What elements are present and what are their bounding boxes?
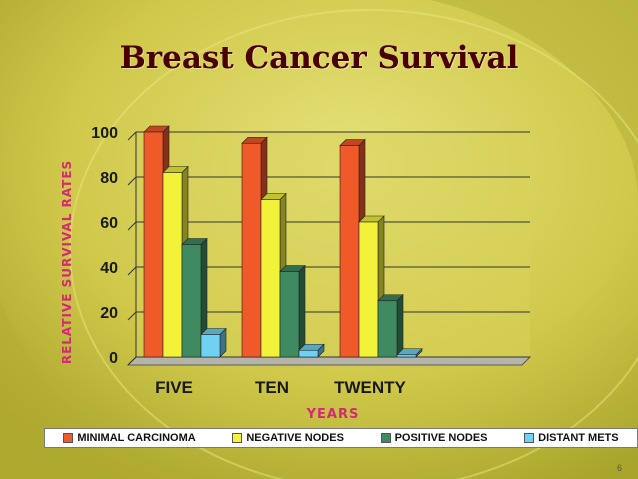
gridline-depth [127,176,137,186]
bar [241,142,262,358]
gridline-depth [127,356,137,366]
legend-swatch [63,433,74,443]
legend-label: POSITIVE NODES [394,432,488,444]
x-tick-label: FIVE [155,378,193,397]
bar [377,300,398,358]
bar [396,354,417,358]
legend-swatch [524,433,535,443]
legend-label: DISTANT METS [538,432,619,444]
bar [279,271,300,358]
y-tick-label: 60 [100,215,118,232]
bar [298,349,319,358]
gridline-depth [127,266,137,276]
bar [200,334,221,358]
chart-legend: MINIMAL CARCINOMA NEGATIVE NODES POSITIV… [44,428,638,448]
y-tick-label: 40 [100,260,118,277]
legend-item-distant-mets: DISTANT METS [524,432,619,444]
bar-side [396,294,404,358]
x-axis-label: YEARS [306,407,360,422]
plot-wall [136,132,530,357]
page-number: 6 [616,463,622,473]
legend-item-negative-nodes: NEGATIVE NODES [232,432,344,444]
bar [358,221,379,358]
plot-floor [126,356,532,366]
bar [339,145,360,358]
bar-side [298,264,306,358]
gridline-depth [127,221,137,231]
legend-swatch [380,433,391,443]
plot-area: 0 20 40 60 80 100 FIVE TEN TWENTY YEARS [91,125,532,422]
legend-item-minimal-carcinoma: MINIMAL CARCINOMA [63,432,196,444]
bar [260,199,281,358]
y-tick-label: 100 [91,125,118,142]
x-tick-label: TEN [255,378,289,397]
chart-title: Breast Cancer Survival [119,40,519,76]
legend-label: NEGATIVE NODES [246,432,344,444]
bar [143,131,164,358]
legend-label: MINIMAL CARCINOMA [77,432,196,444]
bar [181,244,202,358]
y-tick-label: 80 [100,170,118,187]
bar [162,172,183,358]
x-tick-label: TWENTY [334,378,406,397]
legend-item-positive-nodes: POSITIVE NODES [380,432,488,444]
y-tick-label: 0 [109,350,118,367]
gridline-depth [127,131,137,141]
legend-swatch [232,433,243,443]
y-tick-label: 20 [100,305,118,322]
gridline-depth [127,311,137,321]
